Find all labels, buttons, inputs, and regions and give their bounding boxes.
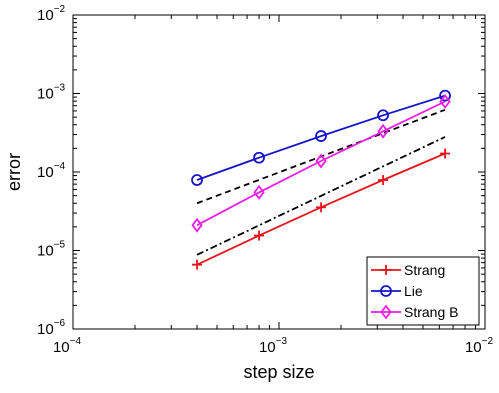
x-tick-label: 10−3	[259, 336, 288, 356]
legend-label: Strang	[404, 262, 445, 278]
data-point-strang	[440, 148, 451, 159]
legend-label: Lie	[404, 283, 423, 299]
x-axis-label: step size	[243, 362, 314, 382]
data-point-strang	[378, 175, 389, 186]
series-line-lie	[196, 94, 446, 181]
y-tick-label: 10−6	[37, 318, 66, 338]
legend-marker	[380, 304, 392, 320]
reference-line-dashdot	[196, 136, 446, 256]
y-tick-label: 10−4	[37, 161, 66, 181]
data-point-strang-b	[253, 184, 265, 200]
legend-label: Strang B	[404, 304, 458, 320]
data-point-strang-b	[191, 217, 203, 233]
series-line-strang-b	[196, 100, 446, 226]
data-point-strang	[192, 259, 203, 270]
data-point-lie	[315, 130, 327, 142]
data-point-strang-b	[377, 123, 389, 139]
y-axis-label: error	[4, 153, 24, 191]
legend: Strang Lie Strang B	[366, 256, 480, 326]
data-point-strang	[254, 230, 265, 241]
data-point-strang	[316, 202, 327, 213]
tick-labels: 10−4 10−3 10−2 10−6 10−5 10−4 10−3 10−2	[37, 4, 493, 356]
x-tick-label: 10−4	[53, 336, 82, 356]
y-tick-label: 10−2	[37, 4, 66, 24]
legend-marker	[381, 265, 391, 275]
data-point-lie	[191, 174, 203, 186]
x-tick-label: 10−2	[465, 336, 494, 356]
data-point-lie	[439, 89, 451, 102]
legend-marker	[380, 285, 392, 297]
data-point-strang-b	[439, 94, 451, 110]
y-tick-label: 10−3	[37, 83, 66, 103]
y-tick-label: 10−5	[37, 240, 66, 260]
data-point-lie	[253, 151, 265, 164]
data-point-lie	[377, 109, 389, 122]
data-point-strang-b	[315, 153, 327, 169]
series-markers	[191, 89, 451, 270]
plot-frame	[72, 14, 486, 330]
